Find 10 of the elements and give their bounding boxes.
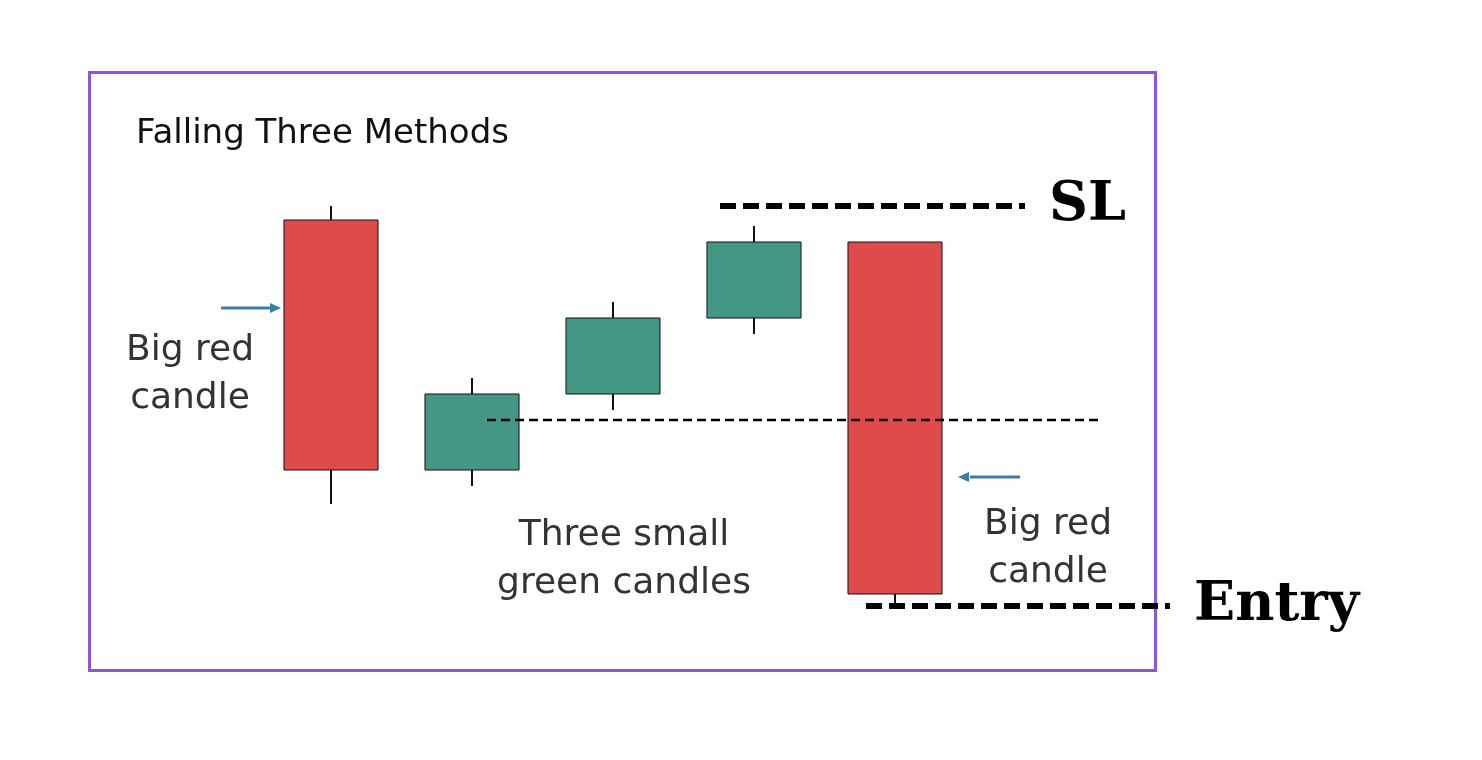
annotation: Three small green candles [497,512,751,602]
text: Big red candle [983,501,1113,591]
candlestick [283,205,379,505]
chart-title: Falling Three Methods [136,110,509,151]
ref-line-label: SL [1049,169,1126,234]
candlestick [424,377,520,487]
text: Big red candle [125,327,255,417]
candlestick [706,225,802,335]
candlestick [565,301,661,411]
ref-line-label: Entry [1194,569,1361,634]
